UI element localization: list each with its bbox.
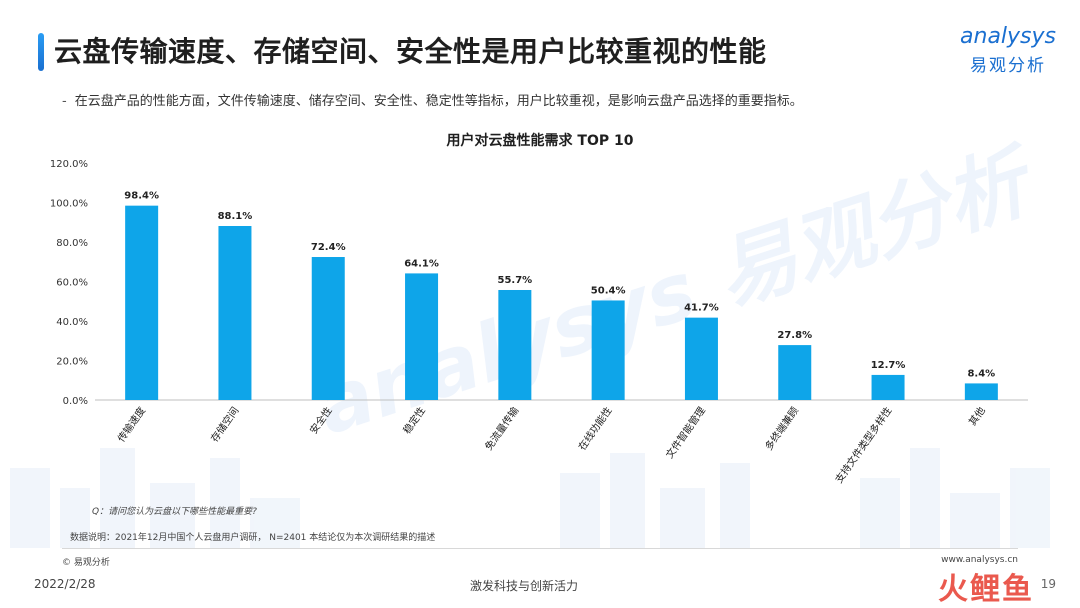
y-tick-label: 40.0% [56,317,88,328]
page-title: 云盘传输速度、存储空间、安全性是用户比较重视的性能 [54,35,767,68]
y-tick-label: 120.0% [50,159,88,170]
data-label: 98.4% [124,191,159,202]
subtitle-dash: - [62,94,67,109]
bar [871,374,905,400]
subtitle-text: 在云盘产品的性能方面，文件传输速度、储存空间、安全性、稳定性等指标，用户比较重视… [74,94,803,109]
data-label: 8.4% [967,368,995,379]
data-label: 12.7% [871,360,906,371]
data-label: 27.8% [777,330,812,341]
page-number: 19 [1040,577,1056,591]
y-tick-label: 80.0% [56,238,88,249]
x-tick-label: 免流量传输 [482,404,521,452]
x-tick-label: 文件智能管理 [663,404,708,461]
bar [125,205,159,400]
analysys-logo: analysys 易观分析 [944,24,1056,76]
data-label: 88.1% [218,211,253,222]
website-link[interactable]: www.analysys.cn [941,555,1018,565]
footer-slogan: 激发科技与创新活力 [470,579,579,593]
bar [498,289,532,400]
bar [311,257,345,400]
x-tick-label: 支持文件类型多样性 [832,404,894,485]
bar [591,300,625,400]
logo-wordmark: analysys [960,24,1056,49]
chart-title: 用户对云盘性能需求 TOP 10 [447,132,634,149]
data-label: 72.4% [311,242,346,253]
x-tick-label: 在线功能性 [575,404,614,452]
x-tick-label: 安全性 [307,404,335,436]
data-label: 41.7% [684,303,719,314]
x-tick-label: 多终端兼顾 [762,404,801,452]
logo-chinese: 易观分析 [970,56,1046,76]
subtitle: - 在云盘产品的性能方面，文件传输速度、储存空间、安全性、稳定性等指标，用户比较重… [62,90,803,109]
bar [218,226,252,400]
copyright: © 易观分析 [62,558,110,568]
data-label: 50.4% [591,285,626,296]
y-axis: 0.0% 20.0% 40.0% 60.0% 80.0% 100.0% 120.0% [50,159,88,407]
x-tick-label: 稳定性 [400,404,428,436]
x-axis-labels: 传输速度 存储空间 安全性 稳定性 免流量传输 在线功能性 文件智能管理 多终端兼顾 支持文件类… [115,404,988,485]
fireliyu-stamp-logo: 火鲤鱼 [938,572,1034,607]
x-tick-label: 其他 [966,404,988,428]
bar [964,383,998,400]
y-tick-label: 60.0% [56,278,88,289]
bar [405,273,439,400]
y-tick-label: 20.0% [56,357,88,368]
footer-divider [62,548,1018,549]
y-tick-label: 0.0% [63,396,88,407]
footer-date: 2022/2/28 [34,577,96,591]
bar [778,345,812,400]
bars: 98.4% 88.1% 72.4% 64.1% 55.7% 50.4% 41.7% 27.8%… [124,191,998,400]
bar [684,317,718,400]
data-source-note: 数据说明：2021年12月中国个人云盘用户调研， N=2401 本结论仅为本次调… [70,533,436,543]
survey-question: Q：请问您认为云盘以下哪些性能最重要? [92,507,257,517]
data-label: 55.7% [497,275,532,286]
title-accent-bar [38,33,44,71]
y-tick-label: 100.0% [50,199,88,210]
x-tick-label: 传输速度 [115,404,149,444]
x-tick-label: 存储空间 [208,404,242,444]
data-label: 64.1% [404,258,439,269]
